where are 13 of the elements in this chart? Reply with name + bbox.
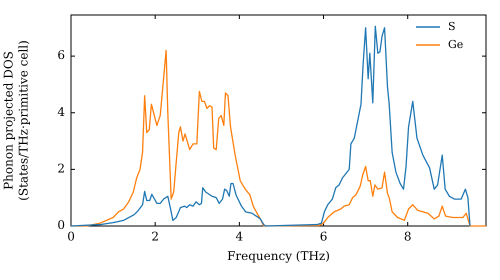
x-tick-label: 0: [67, 229, 75, 244]
legend-label: Ge: [448, 38, 464, 51]
x-tick-label: 4: [236, 229, 244, 244]
y-tick-label: 2: [57, 161, 65, 176]
legend-label: S: [448, 20, 456, 33]
x-tick-label: 2: [151, 229, 159, 244]
y-tick-label: 0: [57, 218, 65, 232]
x-tick-label: 6: [320, 229, 328, 244]
x-axis-title: Frequency (THz): [227, 248, 330, 263]
y-tick-label: 6: [57, 48, 65, 62]
x-tick-label: 8: [404, 229, 412, 244]
y-axis-title: Phonon projected DOS (States/THz·primitive cell): [2, 40, 31, 201]
y-tick-label: 4: [57, 104, 66, 119]
